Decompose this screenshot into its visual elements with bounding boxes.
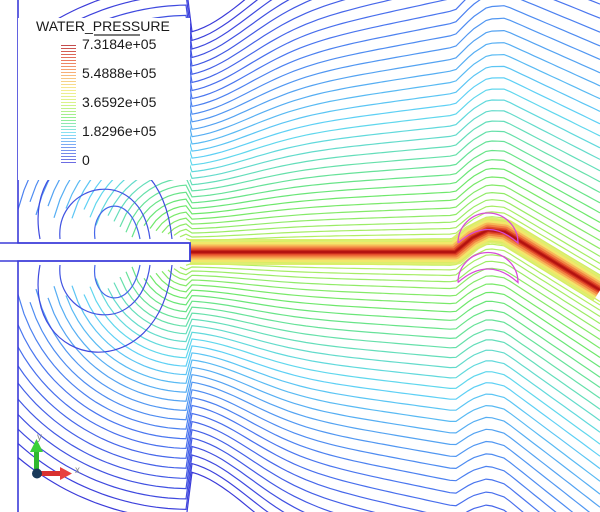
colorbar [61, 45, 76, 163]
axes-orientation-gizmo: y x [26, 432, 96, 492]
legend-tick-2: 3.6592e+05 [82, 94, 157, 110]
legend-panel [18, 18, 190, 180]
x-axis-label: x [75, 465, 80, 476]
legend-tick-1: 1.8296e+05 [82, 123, 157, 139]
y-axis-label: y [37, 432, 42, 443]
legend-tick-max: 7.3184e+05 [82, 36, 157, 52]
axes-triad-icon [30, 439, 72, 480]
legend-title-underline [94, 34, 140, 36]
legend-tick-3: 5.4888e+05 [82, 65, 157, 81]
legend-tick-min: 0 [82, 152, 90, 168]
legend-title: WATER_PRESSURE [36, 18, 170, 34]
